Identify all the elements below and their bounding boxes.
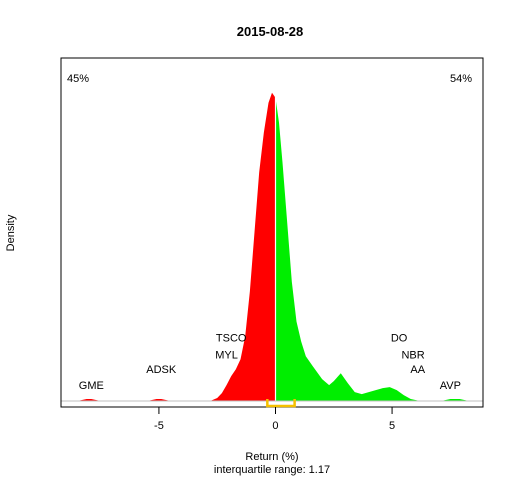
ticker-labels: GME ADSK TSCO MYL DO NBR AA AVP [79, 332, 461, 392]
y-axis-label: Density [5, 214, 17, 251]
ticker-label: NBR [401, 349, 424, 361]
left-percentage: 45% [67, 73, 89, 85]
iqr-bracket [266, 399, 296, 408]
x-tick-label: -5 [154, 420, 164, 432]
x-tick-label: 0 [272, 420, 278, 432]
right-percentage: 54% [450, 73, 472, 85]
iqr-caption: interquartile range: 1.17 [214, 464, 330, 476]
x-tick-label: 5 [389, 420, 395, 432]
positive-return-area [275, 97, 470, 402]
chart-title: 2015-08-28 [237, 24, 304, 39]
ticker-label: TSCO [216, 332, 247, 344]
ticker-label: GME [79, 380, 104, 392]
x-axis: -5 0 5 [154, 407, 395, 432]
ticker-label: ADSK [146, 364, 177, 376]
x-axis-label: Return (%) [245, 451, 298, 463]
ticker-label: AA [410, 364, 425, 376]
negative-return-area [77, 92, 276, 402]
ticker-label: DO [391, 332, 408, 344]
ticker-label: AVP [440, 380, 461, 392]
ticker-label: MYL [215, 349, 238, 361]
density-areas [77, 92, 470, 402]
